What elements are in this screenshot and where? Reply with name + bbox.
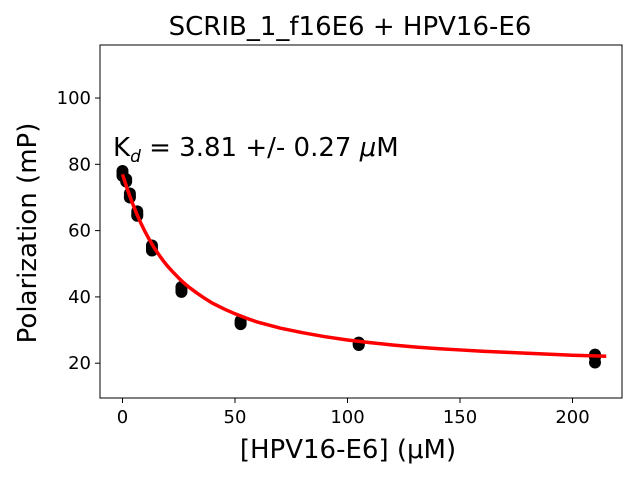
fit-curve bbox=[120, 173, 607, 358]
x-tick-label: 150 bbox=[443, 407, 477, 428]
data-point bbox=[234, 318, 247, 331]
y-tick-label: 40 bbox=[68, 287, 91, 308]
kd-value: = 3.81 +/- 0.27 bbox=[141, 133, 360, 163]
x-axis-label: [HPV16-E6] (μM) bbox=[240, 435, 456, 465]
x-tick-label: 100 bbox=[330, 407, 364, 428]
y-tick-label: 80 bbox=[68, 154, 91, 175]
x-tick-label: 50 bbox=[224, 407, 247, 428]
x-tick-label: 0 bbox=[117, 407, 128, 428]
y-axis-label: Polarization (mP) bbox=[13, 123, 43, 344]
kd-symbol: K bbox=[113, 133, 131, 163]
x-axis: 0 50 100 150 200 bbox=[117, 398, 590, 428]
plot-frame bbox=[99, 44, 623, 399]
data-point bbox=[589, 356, 601, 369]
plot-area bbox=[116, 164, 607, 369]
y-tick-label: 20 bbox=[68, 353, 91, 374]
kd-annotation: Kd = 3.81 +/- 0.27 μM bbox=[113, 133, 399, 167]
kd-mu: μ bbox=[359, 133, 377, 163]
x-tick-label: 200 bbox=[555, 407, 589, 428]
y-axis: 20 40 60 80 100 bbox=[57, 88, 100, 374]
kd-unit: M bbox=[376, 133, 398, 163]
data-point bbox=[175, 285, 188, 298]
chart-title: SCRIB_1_f16E6 + HPV16-E6 bbox=[169, 12, 532, 42]
kd-subscript: d bbox=[130, 147, 141, 167]
y-tick-label: 60 bbox=[68, 221, 91, 242]
y-tick-label: 100 bbox=[57, 88, 91, 109]
